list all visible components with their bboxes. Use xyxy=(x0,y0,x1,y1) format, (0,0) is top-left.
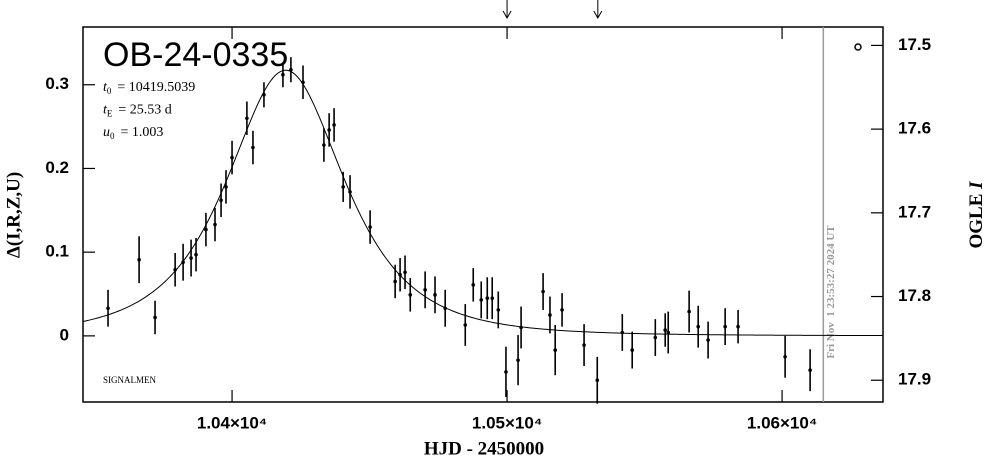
data-point xyxy=(189,256,193,260)
data-point xyxy=(245,116,249,121)
data-point xyxy=(479,298,484,302)
data-point xyxy=(181,260,185,265)
data-point xyxy=(213,222,217,227)
data-point xyxy=(106,306,110,311)
y2-tick-label: 17.6 xyxy=(898,119,931,138)
data-point xyxy=(630,348,634,352)
data-point xyxy=(433,293,437,297)
data-point xyxy=(224,185,228,189)
x-tick-label: 1.06×10⁴ xyxy=(747,413,817,432)
model-subscript: 0 xyxy=(107,86,112,96)
data-point xyxy=(408,293,413,297)
data-point xyxy=(490,296,495,301)
data-point xyxy=(301,80,305,85)
y2-axis-label-text: OGLE xyxy=(966,194,986,249)
model-subscript: 0 xyxy=(110,131,115,141)
data-point xyxy=(560,308,564,312)
y-tick-label: 0.1 xyxy=(45,242,69,261)
data-point xyxy=(496,308,501,312)
data-point xyxy=(204,227,208,232)
data-point xyxy=(327,128,331,132)
y2-axis-label: OGLE I xyxy=(966,181,986,249)
y2-tick-label: 17.7 xyxy=(898,202,931,221)
data-point xyxy=(262,93,266,97)
x-axis-label: HJD - 2450000 xyxy=(424,438,544,459)
data-point xyxy=(548,313,552,317)
data-point xyxy=(393,279,397,284)
x-tick-label: 1.05×10⁴ xyxy=(472,413,542,432)
y2-tick-label: 17.8 xyxy=(898,286,931,305)
data-point xyxy=(403,270,407,275)
y-tick-label: 0 xyxy=(60,325,69,344)
arrow-marker xyxy=(593,0,603,20)
plot-frame xyxy=(82,26,884,403)
now-label: Fri Nov 1 23:53:27 2024 UT xyxy=(825,225,837,359)
y-tick-label: 0.3 xyxy=(45,74,69,93)
data-point xyxy=(368,225,372,229)
model-label: u0 = 1.003 xyxy=(103,125,163,141)
model-value: = 25.53 d xyxy=(118,103,171,118)
y-tick-label: 0.2 xyxy=(45,158,69,177)
ogle-symbol xyxy=(854,43,862,51)
data-point xyxy=(463,323,468,327)
data-point xyxy=(348,190,352,194)
y2-axis-label-var: I xyxy=(966,181,986,190)
data-point xyxy=(808,368,812,372)
data-point xyxy=(620,330,625,335)
model-symbol: t xyxy=(103,80,108,95)
data-point xyxy=(289,67,293,72)
y2-tick-label: 17.9 xyxy=(898,370,931,389)
data-point xyxy=(541,289,545,294)
model-value: = 10419.5039 xyxy=(117,80,195,95)
data-point xyxy=(595,378,600,383)
data-point xyxy=(194,252,198,257)
data-point xyxy=(696,324,700,329)
data-point xyxy=(485,296,490,301)
data-point xyxy=(666,330,671,335)
data-point xyxy=(516,358,520,362)
data-point xyxy=(723,324,727,329)
data-point xyxy=(153,315,157,320)
arrow-marker xyxy=(502,0,512,20)
data-point xyxy=(553,348,557,352)
data-point xyxy=(219,198,223,203)
data-point xyxy=(251,145,255,150)
model-curve xyxy=(82,69,883,337)
data-point xyxy=(783,354,787,359)
data-point xyxy=(706,338,710,342)
data-point xyxy=(423,288,427,292)
data-point xyxy=(582,343,586,347)
data-point xyxy=(687,309,691,314)
data-point xyxy=(398,272,402,277)
model-symbol: u xyxy=(103,125,110,140)
data-point xyxy=(341,185,345,189)
model-symbol: t xyxy=(103,103,108,118)
data-point xyxy=(663,328,667,332)
data-point xyxy=(653,335,658,340)
data-point xyxy=(471,283,476,287)
data-point xyxy=(230,155,234,160)
data-point xyxy=(137,257,141,262)
model-value: = 1.003 xyxy=(121,125,164,140)
footnote: SIGNALMEN xyxy=(103,375,156,385)
y2-tick-label: 17.5 xyxy=(898,35,931,54)
data-point xyxy=(173,267,177,272)
chart-title: OB-24-0335 xyxy=(103,36,288,74)
y-axis-label: Δ(I,R,Z,U) xyxy=(3,172,24,258)
data-point xyxy=(519,325,523,330)
data-point xyxy=(504,370,508,374)
data-point xyxy=(322,143,326,147)
data-point xyxy=(736,324,740,329)
model-label: t0 = 10419.5039 xyxy=(103,80,195,96)
model-label: tE = 25.53 d xyxy=(103,103,172,119)
data-point xyxy=(281,72,285,77)
data-point xyxy=(443,306,447,311)
x-tick-label: 1.04×10⁴ xyxy=(197,413,267,432)
data-point xyxy=(332,123,336,127)
model-subscript: E xyxy=(107,109,113,119)
